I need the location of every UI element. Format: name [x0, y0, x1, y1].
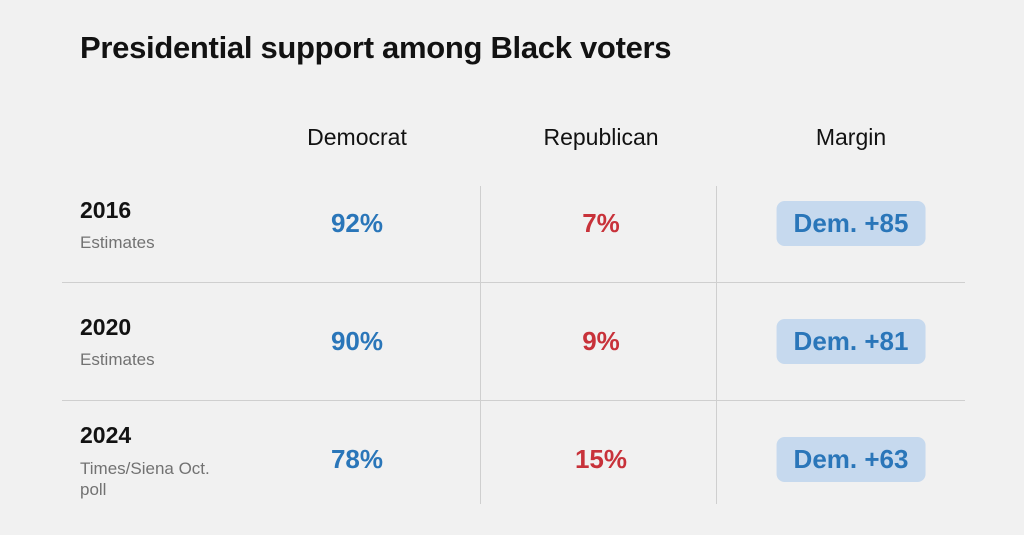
- row-year: 2020: [80, 314, 132, 340]
- democrat-value: 92%: [330, 207, 384, 238]
- democrat-value: 90%: [330, 325, 384, 356]
- republican-value: 9%: [582, 325, 620, 356]
- table-row: 2020 Estimates 90% 9% Dem. +81: [0, 282, 1024, 400]
- row-source: Times/Siena Oct. poll: [80, 459, 210, 499]
- republican-value: 7%: [582, 207, 620, 238]
- margin-value: Dem. +63: [776, 436, 926, 482]
- column-divider: [480, 186, 481, 504]
- republican-value: 15%: [574, 443, 628, 474]
- row-divider: [62, 400, 965, 401]
- margin-badge: Dem. +85: [776, 164, 926, 282]
- table-row: 2024 Times/Siena Oct. poll 78% 15% Dem. …: [0, 400, 1024, 518]
- row-year: 2016: [80, 197, 132, 223]
- margin-badge: Dem. +63: [776, 400, 926, 518]
- margin-value: Dem. +85: [776, 200, 926, 246]
- chart-title: Presidential support among Black voters: [80, 30, 672, 65]
- row-divider: [62, 282, 965, 283]
- column-header-republican: Republican: [543, 124, 659, 150]
- table-row: 2016 Estimates 92% 7% Dem. +85: [0, 164, 1024, 282]
- row-source: Estimates: [80, 350, 155, 369]
- column-header-democrat: Democrat: [307, 124, 407, 150]
- margin-value: Dem. +81: [776, 318, 926, 364]
- column-header-margin: Margin: [815, 124, 887, 150]
- democrat-value: 78%: [330, 443, 384, 474]
- row-source: Estimates: [80, 233, 155, 252]
- column-divider: [716, 186, 717, 504]
- margin-badge: Dem. +81: [776, 282, 926, 400]
- row-year: 2024: [80, 422, 132, 448]
